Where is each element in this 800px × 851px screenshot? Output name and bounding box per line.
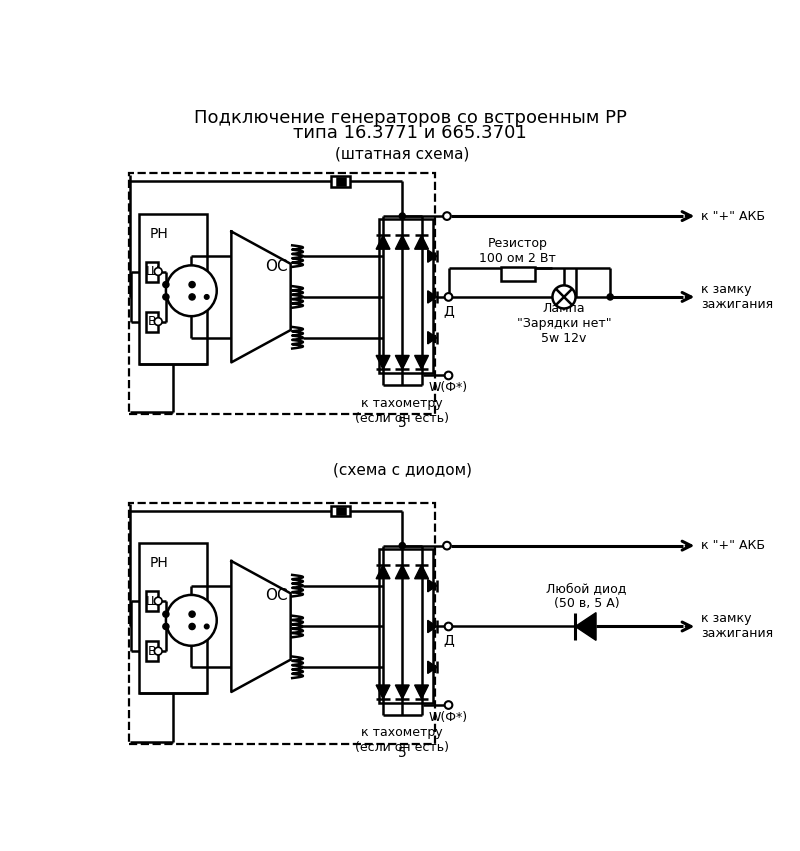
Polygon shape <box>414 356 429 369</box>
Circle shape <box>399 213 406 220</box>
Text: 5: 5 <box>398 745 406 760</box>
Text: типа 16.3771 и 665.3701: типа 16.3771 и 665.3701 <box>293 124 527 142</box>
Circle shape <box>166 595 217 646</box>
Circle shape <box>205 624 209 629</box>
Circle shape <box>445 623 452 631</box>
Text: РН: РН <box>150 227 169 241</box>
Text: ОР: ОР <box>182 283 201 298</box>
Circle shape <box>399 543 406 549</box>
Bar <box>139 214 206 364</box>
Polygon shape <box>428 332 437 344</box>
Circle shape <box>189 282 195 288</box>
Circle shape <box>443 542 451 550</box>
Bar <box>146 311 158 332</box>
Bar <box>331 505 350 517</box>
Polygon shape <box>376 565 390 579</box>
Polygon shape <box>428 291 437 303</box>
Text: W(Ф*): W(Ф*) <box>429 381 468 394</box>
Bar <box>501 267 534 281</box>
Bar <box>337 179 345 185</box>
Bar <box>129 173 434 414</box>
Circle shape <box>445 293 452 300</box>
Bar <box>146 641 158 661</box>
Polygon shape <box>395 356 410 369</box>
Polygon shape <box>575 613 596 640</box>
Text: Подключение генераторов со встроенным РР: Подключение генераторов со встроенным РР <box>194 109 626 127</box>
Polygon shape <box>428 250 437 262</box>
Circle shape <box>154 268 162 276</box>
Bar <box>331 176 350 187</box>
Bar <box>146 591 158 611</box>
Circle shape <box>154 597 162 605</box>
Text: Резистор
100 ом 2 Вт: Резистор 100 ом 2 Вт <box>479 237 556 265</box>
Text: к "+" АКБ: к "+" АКБ <box>701 209 765 223</box>
Circle shape <box>553 285 575 308</box>
Text: Д: Д <box>443 633 454 648</box>
Circle shape <box>445 372 452 380</box>
Bar <box>337 508 345 514</box>
Bar <box>379 549 433 703</box>
Text: Любой диод
(50 в, 5 А): Любой диод (50 в, 5 А) <box>546 582 626 609</box>
Polygon shape <box>395 565 410 579</box>
Polygon shape <box>376 236 390 249</box>
Circle shape <box>205 294 209 300</box>
Text: ОС: ОС <box>265 588 287 603</box>
Circle shape <box>163 611 169 617</box>
Text: РН: РН <box>150 557 169 570</box>
Circle shape <box>166 266 217 317</box>
Polygon shape <box>376 685 390 699</box>
Circle shape <box>163 294 169 300</box>
Polygon shape <box>414 685 429 699</box>
Polygon shape <box>428 661 437 673</box>
Text: к замку
зажигания: к замку зажигания <box>701 283 773 311</box>
Text: Лампа
"Зарядки нет"
5w 12v: Лампа "Зарядки нет" 5w 12v <box>517 302 611 346</box>
Polygon shape <box>395 236 410 249</box>
Bar <box>129 503 434 744</box>
Circle shape <box>189 611 195 617</box>
Circle shape <box>443 212 451 220</box>
Polygon shape <box>414 236 429 249</box>
Circle shape <box>607 294 614 300</box>
Text: к замку
зажигания: к замку зажигания <box>701 613 773 641</box>
Circle shape <box>163 624 169 630</box>
Polygon shape <box>428 580 437 591</box>
Polygon shape <box>428 620 437 632</box>
Circle shape <box>163 282 169 288</box>
Text: к "+" АКБ: к "+" АКБ <box>701 540 765 552</box>
Circle shape <box>189 624 195 630</box>
Text: к тахометру
(если он есть): к тахометру (если он есть) <box>355 727 450 755</box>
Circle shape <box>189 294 195 300</box>
Bar <box>146 261 158 282</box>
Text: В: В <box>148 315 156 328</box>
Text: Ш: Ш <box>146 595 158 608</box>
Text: W(Ф*): W(Ф*) <box>429 711 468 724</box>
Text: (штатная схема): (штатная схема) <box>335 147 470 162</box>
Text: ОС: ОС <box>265 259 287 274</box>
Polygon shape <box>395 685 410 699</box>
Bar <box>139 543 206 694</box>
Circle shape <box>445 701 452 709</box>
Text: ОР: ОР <box>182 614 201 627</box>
Text: Д: Д <box>443 304 454 317</box>
Text: к тахометру
(если он есть): к тахометру (если он есть) <box>355 397 450 425</box>
Circle shape <box>154 648 162 655</box>
Text: В: В <box>148 644 156 658</box>
Polygon shape <box>414 565 429 579</box>
Polygon shape <box>376 356 390 369</box>
Circle shape <box>154 317 162 325</box>
Text: (схема с диодом): (схема с диодом) <box>333 463 472 477</box>
Text: Ш: Ш <box>146 265 158 278</box>
Text: 5: 5 <box>398 416 406 431</box>
Bar <box>379 220 433 373</box>
